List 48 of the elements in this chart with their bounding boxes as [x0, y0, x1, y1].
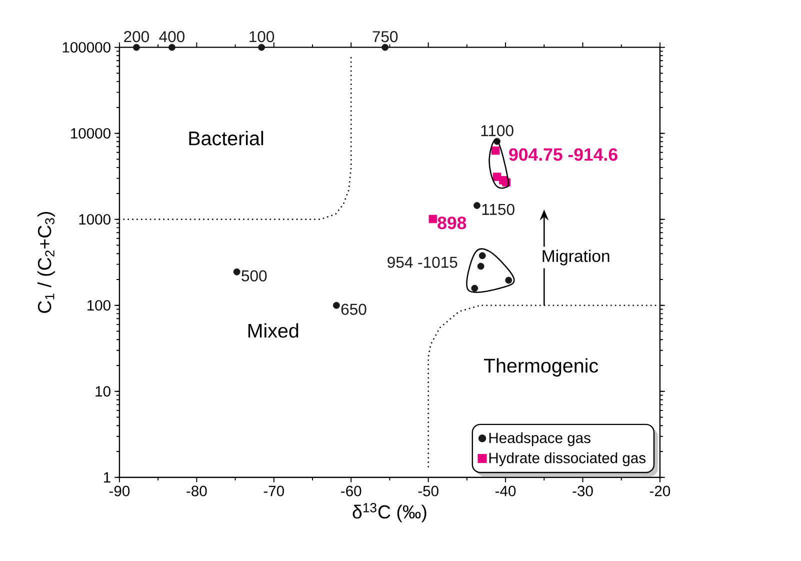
x-tick-label: -50	[418, 486, 438, 496]
y-axis-title: C$_{1}$ / (C$_{2}$+C$_{3}$)	[37, 212, 55, 313]
x-tick-label: -40	[495, 486, 516, 496]
legend-label: Hydrate dissociated gas	[489, 452, 646, 466]
line-series	[118, 54, 352, 220]
annotation: 400	[159, 30, 184, 42]
point	[332, 302, 340, 309]
x-tick-label: -80	[186, 486, 207, 496]
point	[491, 146, 500, 155]
annotation: 954 -1015	[388, 256, 458, 268]
x-tick-label: -60	[341, 486, 362, 496]
y-tick-label: 100000	[62, 42, 110, 52]
annotation: 750	[372, 30, 398, 42]
annotation: 904.75 -914.6	[509, 148, 618, 161]
x-tick-label: -90	[109, 486, 130, 496]
y-tick-label: 1	[104, 472, 110, 482]
point	[471, 284, 478, 292]
point	[505, 276, 512, 284]
y-tick-label: 1000	[79, 214, 110, 224]
point	[474, 202, 480, 209]
annotation: Bacterial	[189, 130, 264, 146]
annotation: 1150	[482, 204, 514, 215]
y-tick-label: 10	[96, 386, 110, 396]
point	[478, 252, 486, 260]
y-tick-label: 10000	[71, 128, 110, 138]
point	[168, 44, 176, 51]
annotation: 500	[242, 270, 267, 282]
point	[382, 44, 389, 51]
point	[132, 44, 140, 51]
point	[258, 44, 265, 51]
line-series	[428, 304, 661, 470]
point	[428, 214, 438, 224]
legend-label: Headspace gas	[489, 432, 590, 446]
annotation: 898	[438, 216, 466, 230]
annotation: Migration	[542, 250, 610, 266]
annotation: Mixed	[248, 323, 298, 338]
annotation: 100	[250, 30, 274, 42]
annotation: 650	[341, 304, 366, 315]
annotation: Thermogenic	[484, 358, 598, 376]
x-tick-label: -70	[264, 486, 284, 496]
x-tick-label: -20	[650, 486, 670, 496]
point	[233, 268, 240, 276]
annotation: 200	[124, 30, 149, 42]
x-axis-title: δ$^{13}$C (‰)	[352, 502, 426, 522]
y-tick-label: 100	[87, 300, 110, 310]
point	[477, 262, 484, 270]
annotation: 1100	[481, 124, 514, 136]
x-tick-label: -30	[572, 486, 593, 496]
